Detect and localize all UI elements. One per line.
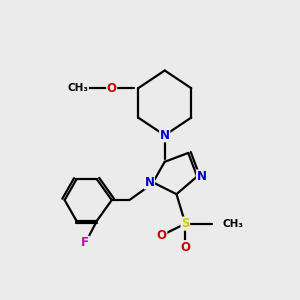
Text: N: N xyxy=(144,176,154,189)
Text: CH₃: CH₃ xyxy=(222,219,243,229)
Text: N: N xyxy=(196,170,206,183)
Text: S: S xyxy=(181,217,190,230)
Text: N: N xyxy=(160,129,170,142)
Text: O: O xyxy=(180,241,190,254)
Text: F: F xyxy=(81,236,89,249)
Text: O: O xyxy=(157,229,167,242)
Text: O: O xyxy=(107,82,117,95)
Text: CH₃: CH₃ xyxy=(68,83,88,93)
